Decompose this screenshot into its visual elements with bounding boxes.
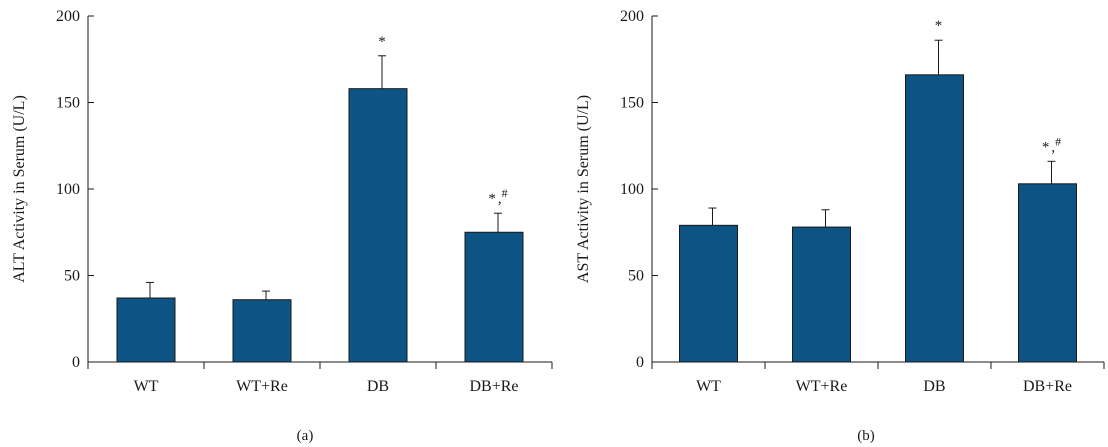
x-tick-label: WT+Re xyxy=(236,378,288,395)
y-tick-label: 50 xyxy=(628,268,644,285)
bar-db-re xyxy=(1018,183,1077,363)
bar-db-re xyxy=(464,231,524,363)
significance-label: * ,# xyxy=(488,186,507,207)
y-tick-label: 100 xyxy=(56,181,80,198)
y-tick-label: 200 xyxy=(56,8,80,25)
chart-panel-a: 0 50 100 150 200 WT WT+Re DB * DB+Re * ,# ALT Activi… xyxy=(11,8,553,444)
x-tick-label: DB+Re xyxy=(469,378,518,395)
y-axis-label: AST Activity in Serum (U/L) xyxy=(575,95,592,283)
y-tick-label: 50 xyxy=(64,268,80,285)
y-tick-label: 150 xyxy=(620,95,644,112)
x-tick-label: WT xyxy=(696,378,721,395)
panel-label: (b) xyxy=(857,428,875,444)
panel-label: (a) xyxy=(297,428,314,444)
bar-db xyxy=(905,74,964,363)
chart-panel-b: 0 50 100 150 200 WT WT+Re DB * DB+Re * ,# AST Activi… xyxy=(575,8,1105,444)
y-tick-label: 100 xyxy=(620,181,644,198)
x-tick-label: DB xyxy=(923,378,945,395)
x-tick-label: WT+Re xyxy=(796,378,848,395)
bar-wt-re xyxy=(232,299,292,363)
x-tick-label: WT xyxy=(134,378,159,395)
significance-label: * ,# xyxy=(1042,134,1061,155)
y-tick-label: 0 xyxy=(72,354,80,371)
y-axis-label: ALT Activity in Serum (U/L) xyxy=(11,95,28,283)
x-tick-label: DB+Re xyxy=(1023,378,1072,395)
x-tick-label: DB xyxy=(367,378,389,395)
bar-wt xyxy=(679,224,738,363)
y-tick-label: 0 xyxy=(636,354,644,371)
y-tick-label: 150 xyxy=(56,95,80,112)
significance-label: * xyxy=(378,34,386,50)
significance-label: * xyxy=(935,18,943,34)
y-tick-label: 200 xyxy=(620,8,644,25)
bar-wt-re xyxy=(792,226,851,363)
bar-db xyxy=(348,88,408,363)
bar-wt xyxy=(116,297,176,363)
